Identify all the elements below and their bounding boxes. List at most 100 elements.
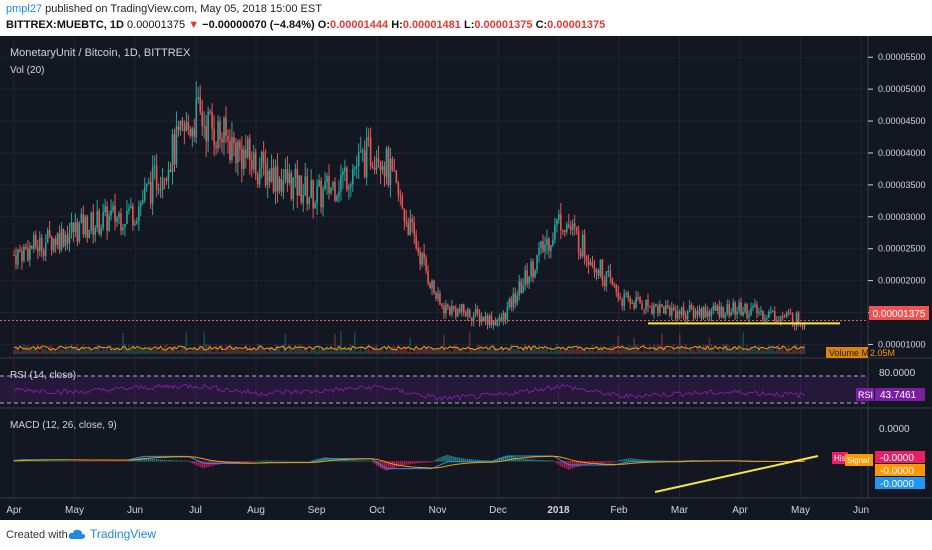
volume-bar (599, 346, 602, 354)
volume-bar (294, 344, 297, 354)
candle-body (300, 175, 303, 203)
signal-value: -0.0000 (880, 466, 914, 477)
candle-body (538, 248, 540, 256)
macd-hist-bar (455, 456, 457, 462)
macd-hist-bar (663, 460, 665, 462)
candle-body (126, 210, 128, 225)
candle-body (25, 246, 27, 249)
candle-body (696, 311, 699, 316)
candle-body (276, 166, 279, 192)
macd-hist-bar (326, 457, 328, 462)
volume-bar (155, 347, 158, 354)
candle-body (659, 304, 661, 314)
volume-bar (177, 350, 180, 354)
candle-body (785, 312, 788, 317)
macd-hist-bar (532, 459, 534, 462)
macd-hist-bar (288, 460, 291, 462)
volume-bar (94, 348, 97, 354)
candle-body (74, 222, 77, 232)
macd-hist-bar (389, 461, 392, 470)
volume-bar (102, 347, 104, 354)
candle-body (417, 247, 419, 252)
candle-body (385, 148, 388, 177)
candle-body (724, 313, 727, 318)
volume-bar (716, 351, 719, 354)
macd-hist-bar (256, 460, 259, 462)
volume-bar (700, 349, 703, 354)
volume-bar (785, 349, 788, 354)
rsi-title: RSI (14, close) (10, 370, 76, 381)
macd-hist-bar (58, 460, 61, 462)
candle-body (88, 229, 91, 238)
volume-bar (187, 350, 190, 354)
candle-body (338, 191, 340, 196)
author-link[interactable]: pmpl27 (6, 3, 43, 15)
candle-body (342, 171, 344, 176)
volume-bar (195, 347, 198, 354)
candle-body (58, 233, 61, 250)
price-tick-label: 0.00005500 (878, 52, 926, 62)
candle-body (560, 214, 562, 230)
macd-hist-bar (480, 459, 483, 462)
volume-bar (532, 349, 534, 354)
candle-body (151, 166, 154, 204)
volume-bar (575, 347, 578, 354)
macd-hist-bar (637, 459, 639, 462)
macd-hist-bar (615, 461, 617, 462)
time-tick-label: Oct (369, 505, 385, 516)
macd-hist-bar (607, 461, 610, 463)
volume-bar (506, 347, 509, 354)
candle-body (496, 321, 499, 326)
volume-bar (445, 349, 447, 354)
volume-bar (453, 345, 455, 354)
candle-body (409, 218, 412, 236)
candle-body (197, 97, 200, 99)
chart-canvas[interactable]: MonetaryUnit / Bitcoin, 1D, BITTREX Vol … (0, 36, 932, 520)
candle-body (346, 167, 348, 190)
volume-bar (185, 331, 188, 354)
macd-hist-bar (207, 461, 209, 467)
chart-header: pmpl27 published on TradingView.com, May… (0, 0, 932, 36)
macd-hist-bar (562, 461, 564, 468)
volume-bar (577, 346, 580, 354)
candle-body (169, 169, 172, 172)
volume-bar (742, 332, 744, 354)
volume-bar (330, 345, 332, 354)
volume-bar (468, 331, 471, 354)
macd-hist-bar (429, 461, 431, 463)
volume-bar (435, 348, 437, 354)
volume-bar (797, 350, 800, 354)
volume-bar (235, 346, 237, 354)
macd-hist-bar (249, 461, 251, 463)
volume-bar (365, 346, 368, 354)
macd-hist-bar (478, 459, 481, 462)
candle-body (114, 205, 116, 222)
volume-bar (680, 347, 683, 354)
volume-bar (706, 348, 709, 354)
candle-body (633, 302, 635, 309)
macd-hist-bar (629, 458, 631, 462)
macd-hist-bar (361, 460, 364, 462)
candle-body (274, 166, 277, 192)
volume-bar (286, 351, 289, 354)
volume-bar (346, 351, 348, 354)
tradingview-link[interactable]: TradingView (68, 527, 156, 541)
candle-body (451, 305, 453, 315)
macd-hist-bar (421, 461, 423, 463)
macd-hist-bar (387, 461, 390, 471)
candle-body (411, 218, 414, 223)
macd-hist-bar (90, 461, 92, 462)
macd-hist-bar (431, 461, 433, 463)
chart-background (0, 36, 932, 520)
macd-hist-bar (328, 457, 330, 462)
candle-body (330, 187, 332, 194)
hist-tag-label: Hist (834, 454, 849, 463)
candle-body (147, 181, 150, 185)
volume-bar (300, 345, 303, 354)
volume-bar (250, 348, 253, 354)
macd-hist-bar (500, 456, 503, 462)
candle-body (403, 208, 406, 221)
macd-hist-bar (635, 458, 637, 462)
volume-bar (760, 350, 762, 354)
macd-hist-bar (48, 460, 51, 462)
